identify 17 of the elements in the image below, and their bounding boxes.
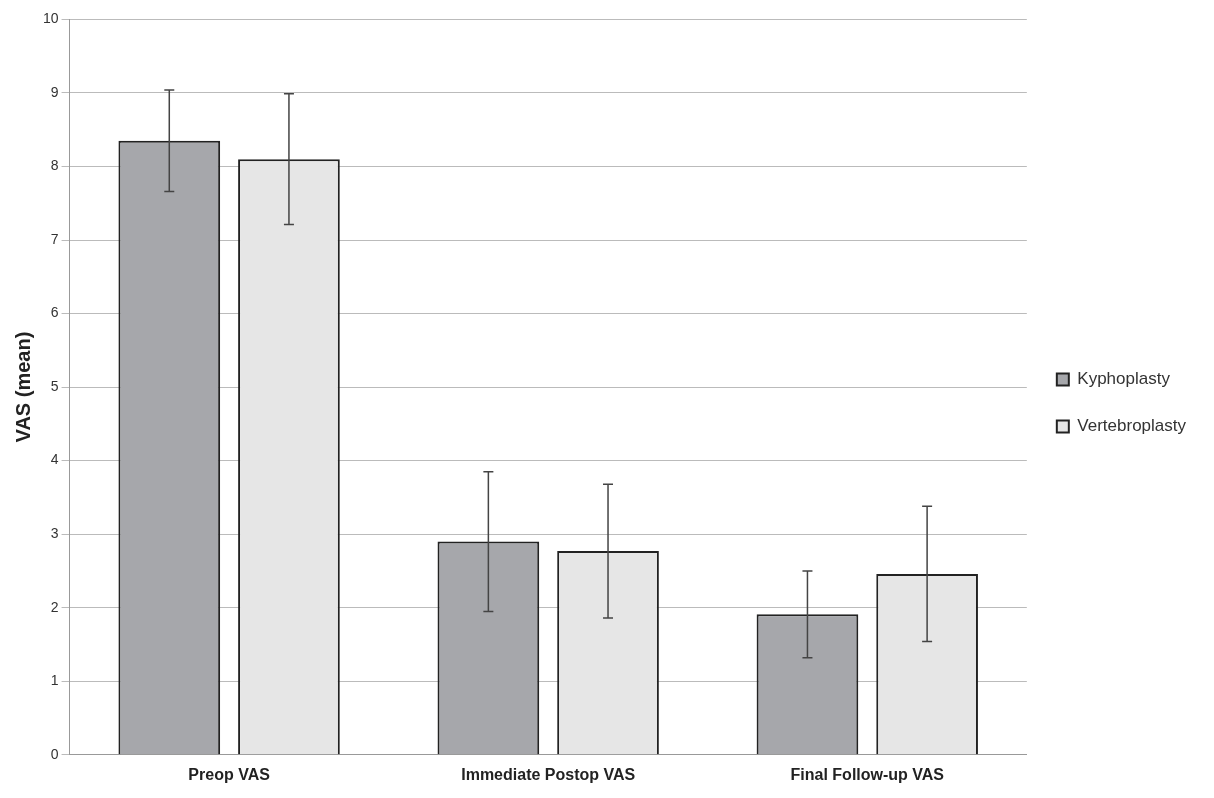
y-tick-label: 7: [50, 230, 59, 247]
legend-label: Vertebroplasty: [1077, 416, 1187, 436]
y-tick-label: 5: [50, 377, 59, 394]
x-tick-label: Immediate Postop VAS: [461, 765, 636, 783]
y-tick-label: 1: [50, 672, 59, 689]
y-axis-title: VAS (mean): [11, 331, 34, 443]
y-tick-label: 0: [50, 745, 59, 762]
y-tick-label: 3: [50, 525, 59, 542]
y-tick-label: 2: [50, 598, 59, 615]
y-tick-label: 6: [50, 304, 59, 321]
y-tick-label: 4: [50, 451, 59, 468]
legend-label: Kyphoplasty: [1077, 369, 1171, 389]
y-tick-label: 10: [42, 10, 59, 27]
x-tick-label: Final Follow-up VAS: [790, 765, 945, 783]
x-tick-label: Preop VAS: [188, 765, 271, 783]
y-tick-label: 9: [50, 83, 59, 100]
y-tick-label: 8: [50, 157, 59, 174]
